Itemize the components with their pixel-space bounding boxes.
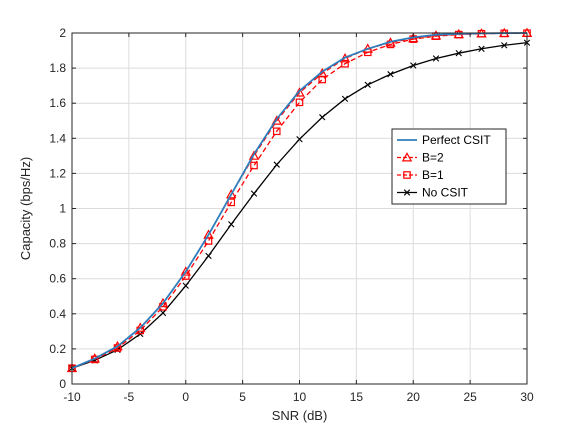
- series-3-point: [455, 49, 462, 57]
- legend-box: [391, 128, 507, 205]
- series-3-point: [319, 114, 326, 121]
- x-axis-label: SNR (dB): [272, 408, 328, 423]
- series-1-point: [271, 115, 282, 125]
- x-tick-label: 0: [182, 390, 189, 404]
- x-tick-label: 20: [407, 390, 421, 404]
- series-3-point: [364, 81, 371, 88]
- series-3-point: [478, 45, 485, 52]
- x-tick-label: -5: [124, 390, 135, 404]
- legend-label-1: B=2: [422, 151, 444, 165]
- series-3-point: [159, 309, 167, 317]
- series-2-point: [295, 98, 304, 107]
- legend-marker-1: [401, 152, 413, 162]
- y-tick-label: 1.8: [49, 61, 66, 75]
- series-3-point: [182, 282, 189, 289]
- series-1-point: [203, 229, 214, 239]
- y-axis-label: Capacity (bps/Hz): [18, 157, 33, 260]
- x-tick-label: 5: [239, 390, 246, 404]
- series-3-point: [341, 95, 349, 103]
- y-tick-label: 1: [59, 202, 66, 216]
- y-tick-label: 0.6: [49, 272, 66, 286]
- series-1-point: [226, 189, 237, 199]
- series-1-point: [180, 266, 191, 276]
- legend-label-0: Perfect CSIT: [422, 133, 491, 147]
- series-3-point: [432, 55, 440, 62]
- y-tick-label: 0.2: [49, 342, 66, 356]
- y-tick-label: 1.2: [49, 166, 66, 180]
- legend: Perfect CSIT B=2 B=1 No CSIT: [391, 128, 507, 205]
- x-tick-label: 15: [350, 390, 364, 404]
- series-3-point: [273, 161, 280, 168]
- series-line-0: [71, 32, 528, 370]
- y-tick-label: 0: [59, 377, 66, 391]
- y-tick-label: 1.6: [49, 96, 66, 110]
- series-3-point: [296, 135, 303, 143]
- y-tick-label: 1.4: [49, 131, 66, 145]
- x-tick-label: 10: [293, 390, 307, 404]
- series-1-point: [135, 322, 146, 332]
- series-3-point: [228, 221, 235, 228]
- legend-marker-3: [403, 189, 411, 196]
- series-2-point: [250, 161, 258, 170]
- y-tick-label: 0.8: [49, 237, 66, 251]
- legend-label-2: B=1: [422, 168, 444, 182]
- series-2-point: [341, 59, 349, 68]
- y-tick-label: 2: [59, 26, 66, 40]
- series-3-point: [250, 190, 258, 197]
- series-1-point: [112, 340, 123, 351]
- x-tick-label: 30: [520, 390, 534, 404]
- x-tick-label: -10: [63, 390, 81, 404]
- series-1-point: [157, 297, 169, 308]
- legend-marker-2: [403, 171, 411, 179]
- series-layer: [66, 27, 533, 373]
- series-2-point: [227, 198, 236, 207]
- series-3-point: [387, 71, 394, 78]
- y-tick-label: 0.4: [49, 307, 66, 321]
- legend-label-3: No CSIT: [422, 186, 469, 200]
- x-tick-label: 25: [463, 390, 477, 404]
- series-3-point: [410, 62, 417, 69]
- series-1-point: [248, 150, 260, 160]
- series-2-point: [272, 127, 281, 136]
- axes: -10 -5 0 5 10 15 20 25 30 0 0.2 0.4 0.6 0.8 1 1.2 1.4 1.6…: [49, 26, 534, 404]
- series-3-point: [501, 42, 508, 49]
- series-3-point: [205, 252, 212, 260]
